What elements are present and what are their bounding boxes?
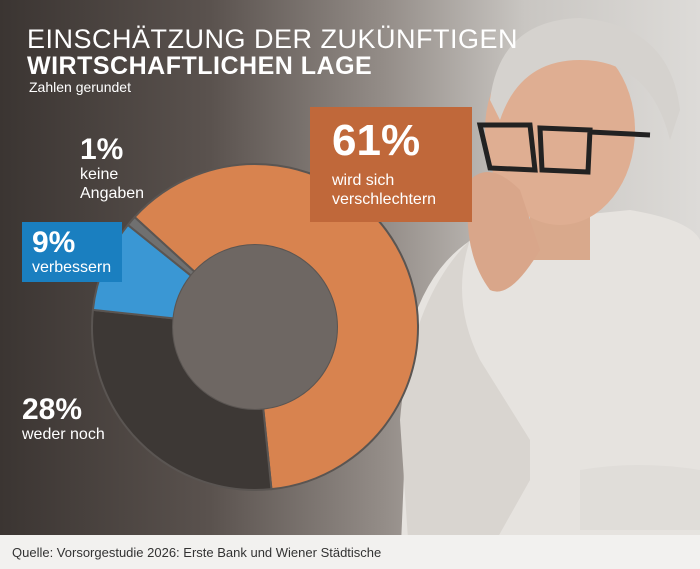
title-line1: EINSCHÄTZUNG DER ZUKÜNFTIGEN <box>27 24 519 54</box>
man-thinking-photo <box>400 18 700 569</box>
label-weder-noch: 28% weder noch <box>22 395 105 444</box>
data-label-verbessern: 9% <box>32 226 76 259</box>
legend-weder-noch: weder noch <box>22 426 105 443</box>
data-label-keine-angaben: 1% <box>80 133 124 166</box>
label-verschlechtern: 61% wird sich verschlechtern <box>310 107 472 222</box>
legend-keine: keine <box>80 166 119 183</box>
legend-verschlechtern: verschlechtern <box>332 191 437 208</box>
legend-verbessern: verbessern <box>32 259 112 276</box>
title-line2: WIRTSCHAFTLICHEN LAGE <box>27 52 373 80</box>
subtitle: Zahlen gerundet <box>29 79 131 95</box>
label-keine-angaben: 1% keine Angaben <box>80 135 144 203</box>
legend-angaben: Angaben <box>80 185 145 202</box>
data-label-weder-noch: 28% <box>22 393 83 426</box>
donut-hole <box>173 245 337 409</box>
source-note: Quelle: Vorsorgestudie 2026: Erste Bank … <box>12 545 382 560</box>
legend-wird-sich: wird sich <box>332 172 395 189</box>
label-verbessern: 9% verbessern <box>22 222 122 282</box>
data-label-verschlechtern: 61% <box>332 116 421 165</box>
footer: Quelle: Vorsorgestudie 2026: Erste Bank … <box>0 535 700 569</box>
